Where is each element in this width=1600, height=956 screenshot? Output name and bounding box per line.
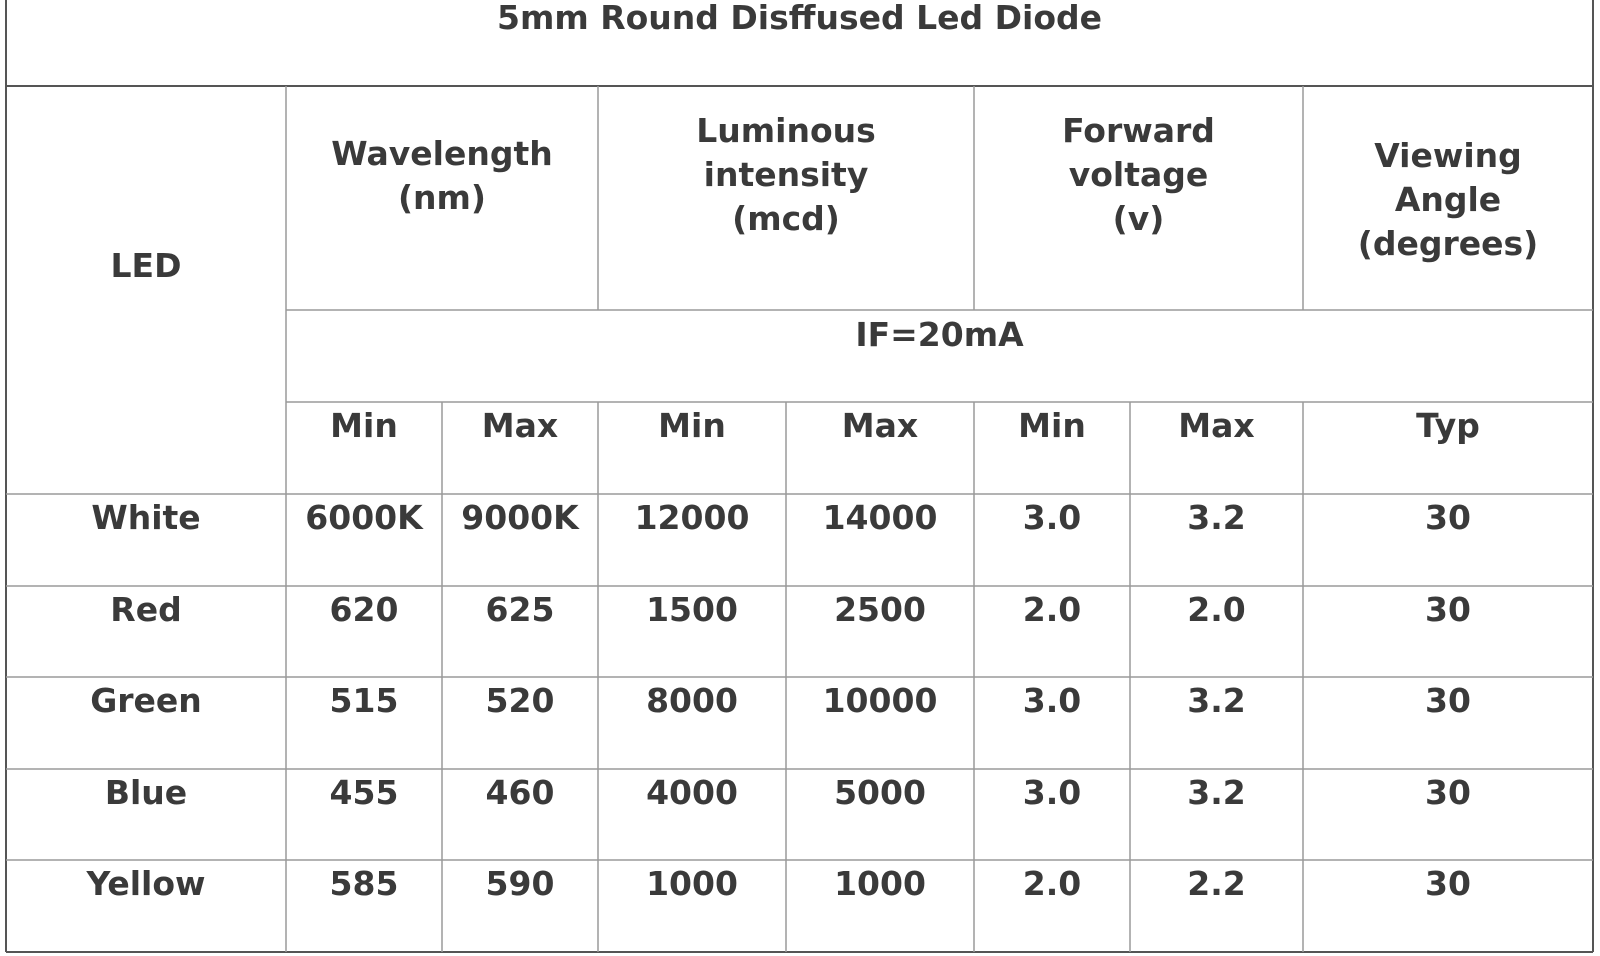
sub-header: Max xyxy=(1178,406,1255,445)
header-line: (degrees) xyxy=(1357,224,1539,263)
header-line: Viewing xyxy=(1374,136,1522,175)
table-cell: 3.0 xyxy=(1022,681,1082,720)
table-cell: 2.0 xyxy=(1187,590,1246,629)
table-cell: 3.0 xyxy=(1022,773,1082,812)
table-cell: 12000 xyxy=(634,498,750,537)
table-cell: 460 xyxy=(485,773,555,812)
group-header: Forward voltage (v) xyxy=(974,109,1303,241)
table-cell: 590 xyxy=(485,864,555,903)
header-line: Angle xyxy=(1394,180,1502,219)
table-cell: 620 xyxy=(329,590,399,629)
header-line: Wavelength xyxy=(331,134,553,173)
row-header: Green xyxy=(90,681,202,720)
header-line: Forward xyxy=(1062,111,1215,150)
table-cell: 5000 xyxy=(834,773,926,812)
table-cell: 30 xyxy=(1425,681,1471,720)
row-header: White xyxy=(91,498,201,537)
table-cell: 14000 xyxy=(822,498,938,537)
header-line: (nm) xyxy=(397,178,487,217)
sub-header: Max xyxy=(481,406,559,445)
table-cell: 625 xyxy=(485,590,555,629)
table-cell: 3.2 xyxy=(1187,773,1246,812)
table-cell: 520 xyxy=(485,681,555,720)
sub-header: Typ xyxy=(1416,406,1480,445)
table-cell: 9000K xyxy=(461,498,579,537)
row-header: Yellow xyxy=(86,864,206,903)
table-cell: 1000 xyxy=(646,864,738,903)
row-header: Red xyxy=(110,590,182,629)
table-cell: 2.2 xyxy=(1187,864,1246,903)
table-cell: 515 xyxy=(329,681,399,720)
table-cell: 30 xyxy=(1425,498,1471,537)
table-cell: 10000 xyxy=(822,681,938,720)
table-cell: 3.2 xyxy=(1187,681,1246,720)
table-cell: 3.2 xyxy=(1187,498,1246,537)
header-line: intensity xyxy=(703,155,869,194)
table-cell: 30 xyxy=(1425,773,1471,812)
sub-header: Max xyxy=(841,406,919,445)
table-cell: 2500 xyxy=(834,590,926,629)
group-header: Viewing Angle (degrees) xyxy=(1303,134,1593,266)
condition: IF=20mA xyxy=(855,315,1024,354)
table-title: 5mm Round Disffused Led Diode xyxy=(496,0,1102,37)
header-line: Luminous xyxy=(696,111,876,150)
table-cell: 8000 xyxy=(646,681,738,720)
table-cell: 585 xyxy=(329,864,399,903)
table-cell: 6000K xyxy=(305,498,423,537)
sub-header: Min xyxy=(1018,406,1086,445)
group-header: Wavelength (nm) xyxy=(286,132,598,220)
table-cell: 455 xyxy=(329,773,399,812)
table-cell: 30 xyxy=(1425,864,1471,903)
header-line: (mcd) xyxy=(732,199,840,238)
table-cell: 30 xyxy=(1425,590,1471,629)
sub-header: Min xyxy=(658,406,726,445)
table-cell: 2.0 xyxy=(1022,864,1082,903)
table-cell: 2.0 xyxy=(1022,590,1082,629)
table-cell: 4000 xyxy=(646,773,738,812)
table-cell: 3.0 xyxy=(1022,498,1082,537)
sub-header: Min xyxy=(330,406,398,445)
table-cell: 1500 xyxy=(646,590,738,629)
row-header: Blue xyxy=(104,773,188,812)
table-cell: 1000 xyxy=(834,864,926,903)
group-header: Luminous intensity (mcd) xyxy=(598,109,974,241)
column-header: LED xyxy=(110,246,182,285)
header-line: (v) xyxy=(1112,199,1165,238)
header-line: voltage xyxy=(1068,155,1209,194)
